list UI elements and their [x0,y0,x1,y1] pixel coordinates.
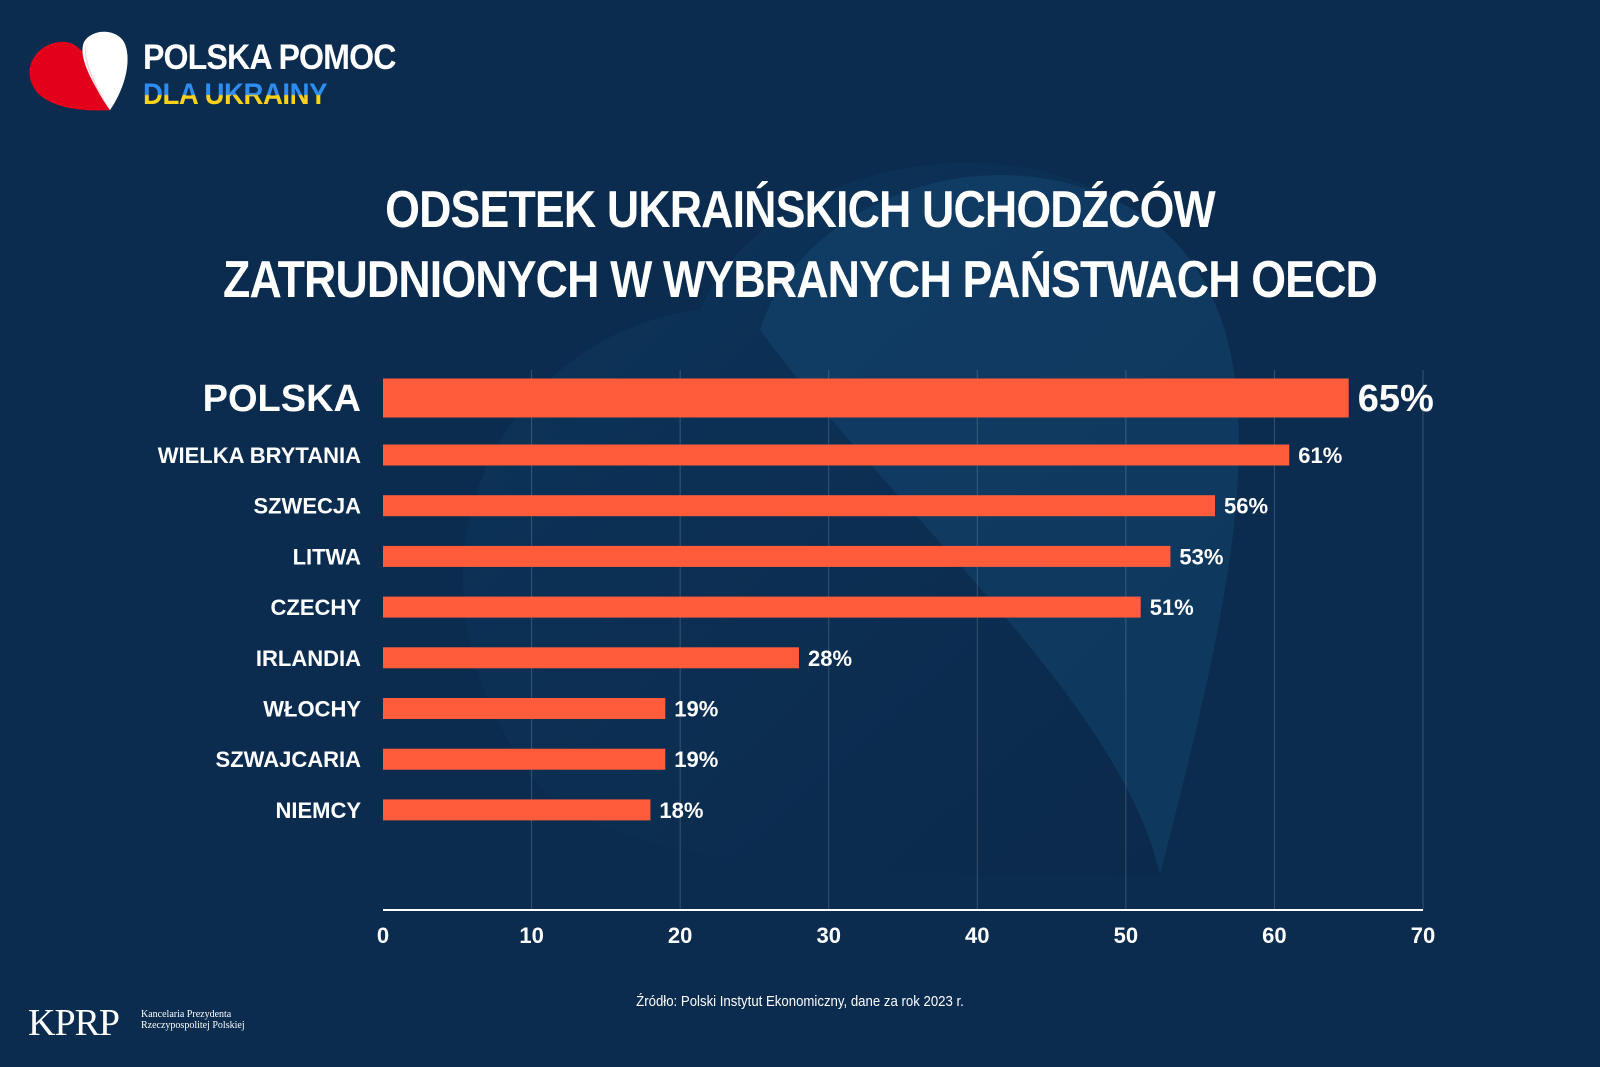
value-label: 53% [1179,544,1223,569]
bar [383,748,666,770]
category-label: WŁOCHY [263,697,361,722]
kprp-name: Kancelaria Prezydenta Rzeczypospolitej P… [141,1009,245,1031]
category-label: WIELKA BRYTANIA [158,443,361,468]
bar [383,444,1290,466]
value-label: 18% [659,798,703,823]
category-label: LITWA [293,544,362,569]
bar [383,545,1171,567]
value-label: 28% [808,646,852,671]
x-tick-label: 30 [816,923,840,948]
heart-icon [29,31,128,111]
value-label: 65% [1358,378,1434,420]
x-tick-label: 10 [519,923,543,948]
category-label: SZWECJA [253,494,361,519]
kprp-mark: KPRP [28,1002,120,1044]
x-tick-label: 70 [1411,923,1435,948]
x-tick-label: 20 [668,923,692,948]
category-label: SZWAJCARIA [216,747,362,772]
value-label: 19% [674,697,718,722]
value-label: 19% [674,747,718,772]
value-label: 61% [1298,443,1342,468]
x-tick-label: 60 [1262,923,1286,948]
value-label: 51% [1150,595,1194,620]
category-label: NIEMCY [275,798,361,823]
bars: POLSKA 65% WIELKA BRYTANIA 61% SZWECJA 56% LIT… [158,378,1434,823]
chart-title-line-2: ZATRUDNIONYCH W WYBRANYCH PAŃSTWACH OECD [223,251,1378,309]
category-label: IRLANDIA [256,646,361,671]
bar [383,698,666,719]
category-label: POLSKA [203,378,361,420]
brand-title: POLSKA POMOC [143,38,396,77]
bar [383,799,651,821]
chart-title-line-1: ODSETEK UKRAIŃSKICH UCHODŹCÓW [385,181,1216,239]
value-label: 56% [1224,494,1268,519]
x-axis: 0 10 20 30 40 50 60 70 [377,909,1435,948]
category-label: CZECHY [271,595,362,620]
x-tick-label: 40 [965,923,989,948]
x-tick-label: 50 [1114,923,1138,948]
bar [383,596,1141,618]
source-note: Źródło: Polski Instytut Ekonomiczny, dan… [636,993,964,1010]
bar [383,647,799,669]
x-tick-label: 0 [377,923,389,948]
brand-subtitle: DLA UKRAINY [143,78,328,111]
bar [383,378,1349,418]
bar [383,495,1215,517]
